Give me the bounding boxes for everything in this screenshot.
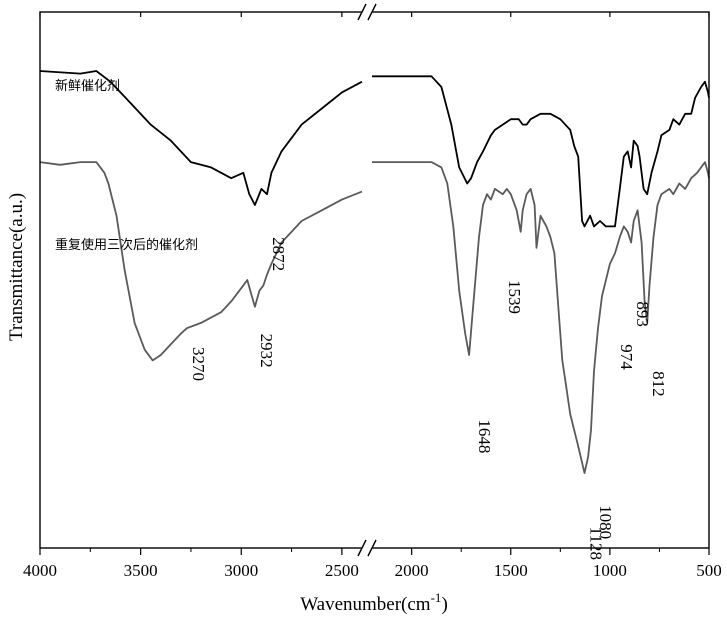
x-tick-label: 1000 [593, 561, 627, 580]
peak-label: 2932 [257, 334, 276, 368]
series-label-fresh-catalyst: 新鲜催化剂 [55, 78, 120, 94]
x-axis-title: Wavenumber(cm-1) [300, 590, 448, 615]
peak-label: 812 [649, 371, 668, 397]
x-tick-label: 2000 [395, 561, 429, 580]
x-tick-label: 3500 [124, 561, 158, 580]
peak-label: 1080 [596, 505, 615, 539]
peak-label: 974 [617, 344, 636, 370]
peak-label: 2872 [269, 237, 288, 271]
x-tick-label: 500 [696, 561, 722, 580]
x-tick-label: 4000 [23, 561, 57, 580]
peak-label: 3270 [189, 347, 208, 381]
x-axis-title-superscript: -1 [431, 590, 442, 605]
peak-label: 1539 [505, 280, 524, 314]
x-tick-label: 2500 [325, 561, 359, 580]
x-tick-label: 1500 [494, 561, 528, 580]
x-axis-title-close: ) [441, 594, 447, 615]
x-tick-label: 3000 [224, 561, 258, 580]
y-axis-title: Transmittance(a.u.) [6, 193, 27, 341]
x-axis-title-main: Wavenumber(cm [300, 594, 431, 615]
peak-label: 1648 [475, 419, 494, 453]
ftir-chart: 3270293228721648153911281080974893812 40… [0, 0, 727, 618]
series-label-reused-catalyst: 重复使用三次后的催化剂 [55, 237, 198, 253]
peak-label: 893 [633, 301, 652, 327]
